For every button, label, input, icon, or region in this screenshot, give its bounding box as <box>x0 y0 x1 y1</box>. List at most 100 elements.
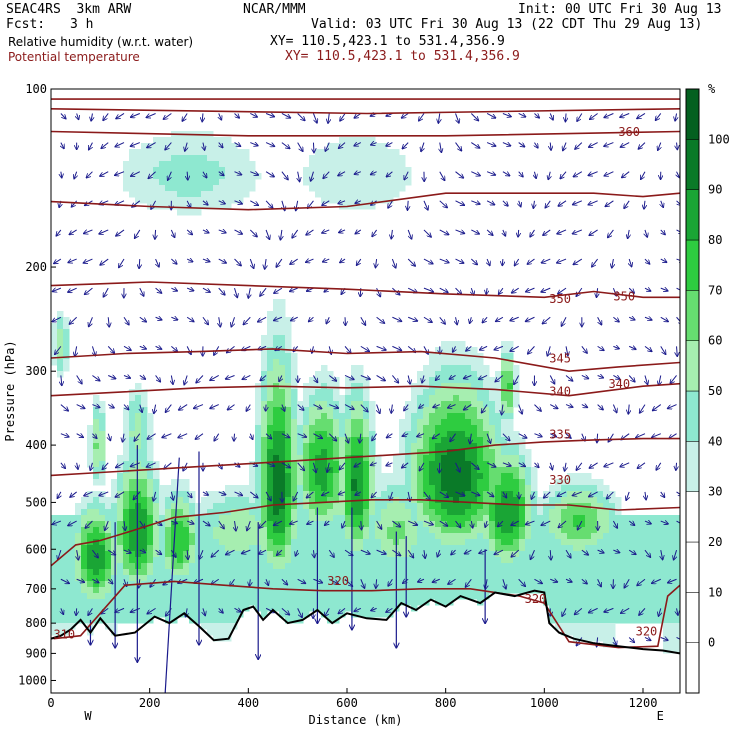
rh-cell <box>99 419 106 426</box>
rh-cell <box>459 509 466 516</box>
rh-cell <box>129 473 136 480</box>
rh-cell <box>393 173 400 180</box>
rh-cell <box>69 617 76 624</box>
rh-cell <box>465 425 472 432</box>
wind-vector <box>258 316 267 322</box>
rh-cell <box>639 551 646 558</box>
rh-cell <box>219 581 226 588</box>
rh-cell <box>297 593 304 600</box>
wind-vector <box>659 375 661 385</box>
rh-cell <box>195 545 202 552</box>
rh-cell <box>573 599 580 606</box>
rh-cell <box>567 581 574 588</box>
rh-cell <box>621 611 628 618</box>
rh-cell <box>243 587 250 594</box>
wind-vector <box>148 171 156 179</box>
wind-vector <box>92 346 95 355</box>
rh-cell <box>93 443 100 450</box>
rh-cell <box>531 521 538 528</box>
rh-cell <box>423 371 430 378</box>
wind-vector <box>219 317 221 326</box>
rh-cell <box>387 479 394 486</box>
rh-cell <box>471 509 478 516</box>
rh-cell <box>261 401 268 408</box>
wind-vector <box>455 520 461 527</box>
rh-cell <box>327 527 334 534</box>
wind-vector <box>242 375 251 379</box>
y-tick-label: 700 <box>25 582 47 596</box>
rh-cell <box>351 527 358 534</box>
rh-cell <box>633 563 640 570</box>
rh-cell <box>261 413 268 420</box>
rh-cell <box>429 473 436 480</box>
rh-cell <box>177 185 184 192</box>
wind-vector <box>386 171 393 177</box>
rh-cell <box>495 485 502 492</box>
rh-cell <box>345 575 352 582</box>
wind-vector <box>282 404 285 411</box>
wind-vector <box>519 491 520 499</box>
rh-cell <box>171 563 178 570</box>
rh-cell <box>411 593 418 600</box>
rh-cell <box>195 533 202 540</box>
rh-cell <box>663 569 670 576</box>
wind-vector <box>202 520 210 526</box>
rh-cell <box>417 485 424 492</box>
rh-cell <box>627 557 634 564</box>
rh-cell <box>273 563 280 570</box>
rh-cell <box>459 413 466 420</box>
rh-cell <box>231 503 238 510</box>
rh-cell <box>585 557 592 564</box>
rh-cell <box>417 557 424 564</box>
rh-cell <box>471 371 478 378</box>
rh-cell <box>423 527 430 534</box>
rh-cell <box>669 581 676 588</box>
rh-cell <box>675 527 680 534</box>
rh-cell <box>201 161 208 168</box>
rh-cell <box>591 611 598 618</box>
rh-cell <box>489 395 496 402</box>
rh-cell <box>333 197 340 204</box>
rh-cell <box>345 407 352 414</box>
rh-cell <box>471 431 478 438</box>
rh-cell <box>357 161 364 168</box>
wind-vector <box>530 549 535 559</box>
rh-cell <box>243 503 250 510</box>
rh-cell <box>669 611 676 618</box>
rh-cell <box>351 503 358 510</box>
rh-cell <box>99 443 106 450</box>
rh-cell <box>471 587 478 594</box>
rh-cell <box>255 461 262 468</box>
rh-cell <box>453 407 460 414</box>
rh-cell <box>375 143 382 150</box>
rh-cell <box>285 389 292 396</box>
rh-cell <box>99 539 106 546</box>
wind-vector <box>534 113 539 117</box>
rh-cell <box>375 485 382 492</box>
wind-vector <box>281 578 287 584</box>
rh-cell <box>399 545 406 552</box>
rh-cell <box>561 485 568 492</box>
rh-cell <box>63 347 70 354</box>
wind-vector <box>203 171 207 178</box>
rh-cell <box>165 485 172 492</box>
rh-cell <box>345 515 352 522</box>
rh-cell <box>633 557 640 564</box>
rh-cell <box>99 551 106 558</box>
rh-cell <box>675 593 680 600</box>
rh-cell <box>561 629 568 636</box>
rh-cell <box>441 383 448 390</box>
rh-cell <box>279 527 286 534</box>
wind-vector <box>486 462 495 467</box>
theta-label: 310 <box>53 628 75 642</box>
rh-cell <box>615 569 622 576</box>
wind-vector <box>534 404 541 411</box>
wind-vector <box>645 491 646 500</box>
rh-cell <box>591 539 598 546</box>
rh-cell <box>141 575 148 582</box>
rh-cell <box>507 389 514 396</box>
rh-cell <box>375 197 382 204</box>
wind-vector <box>338 171 346 176</box>
rh-cell <box>675 605 680 612</box>
rh-cell <box>465 515 472 522</box>
